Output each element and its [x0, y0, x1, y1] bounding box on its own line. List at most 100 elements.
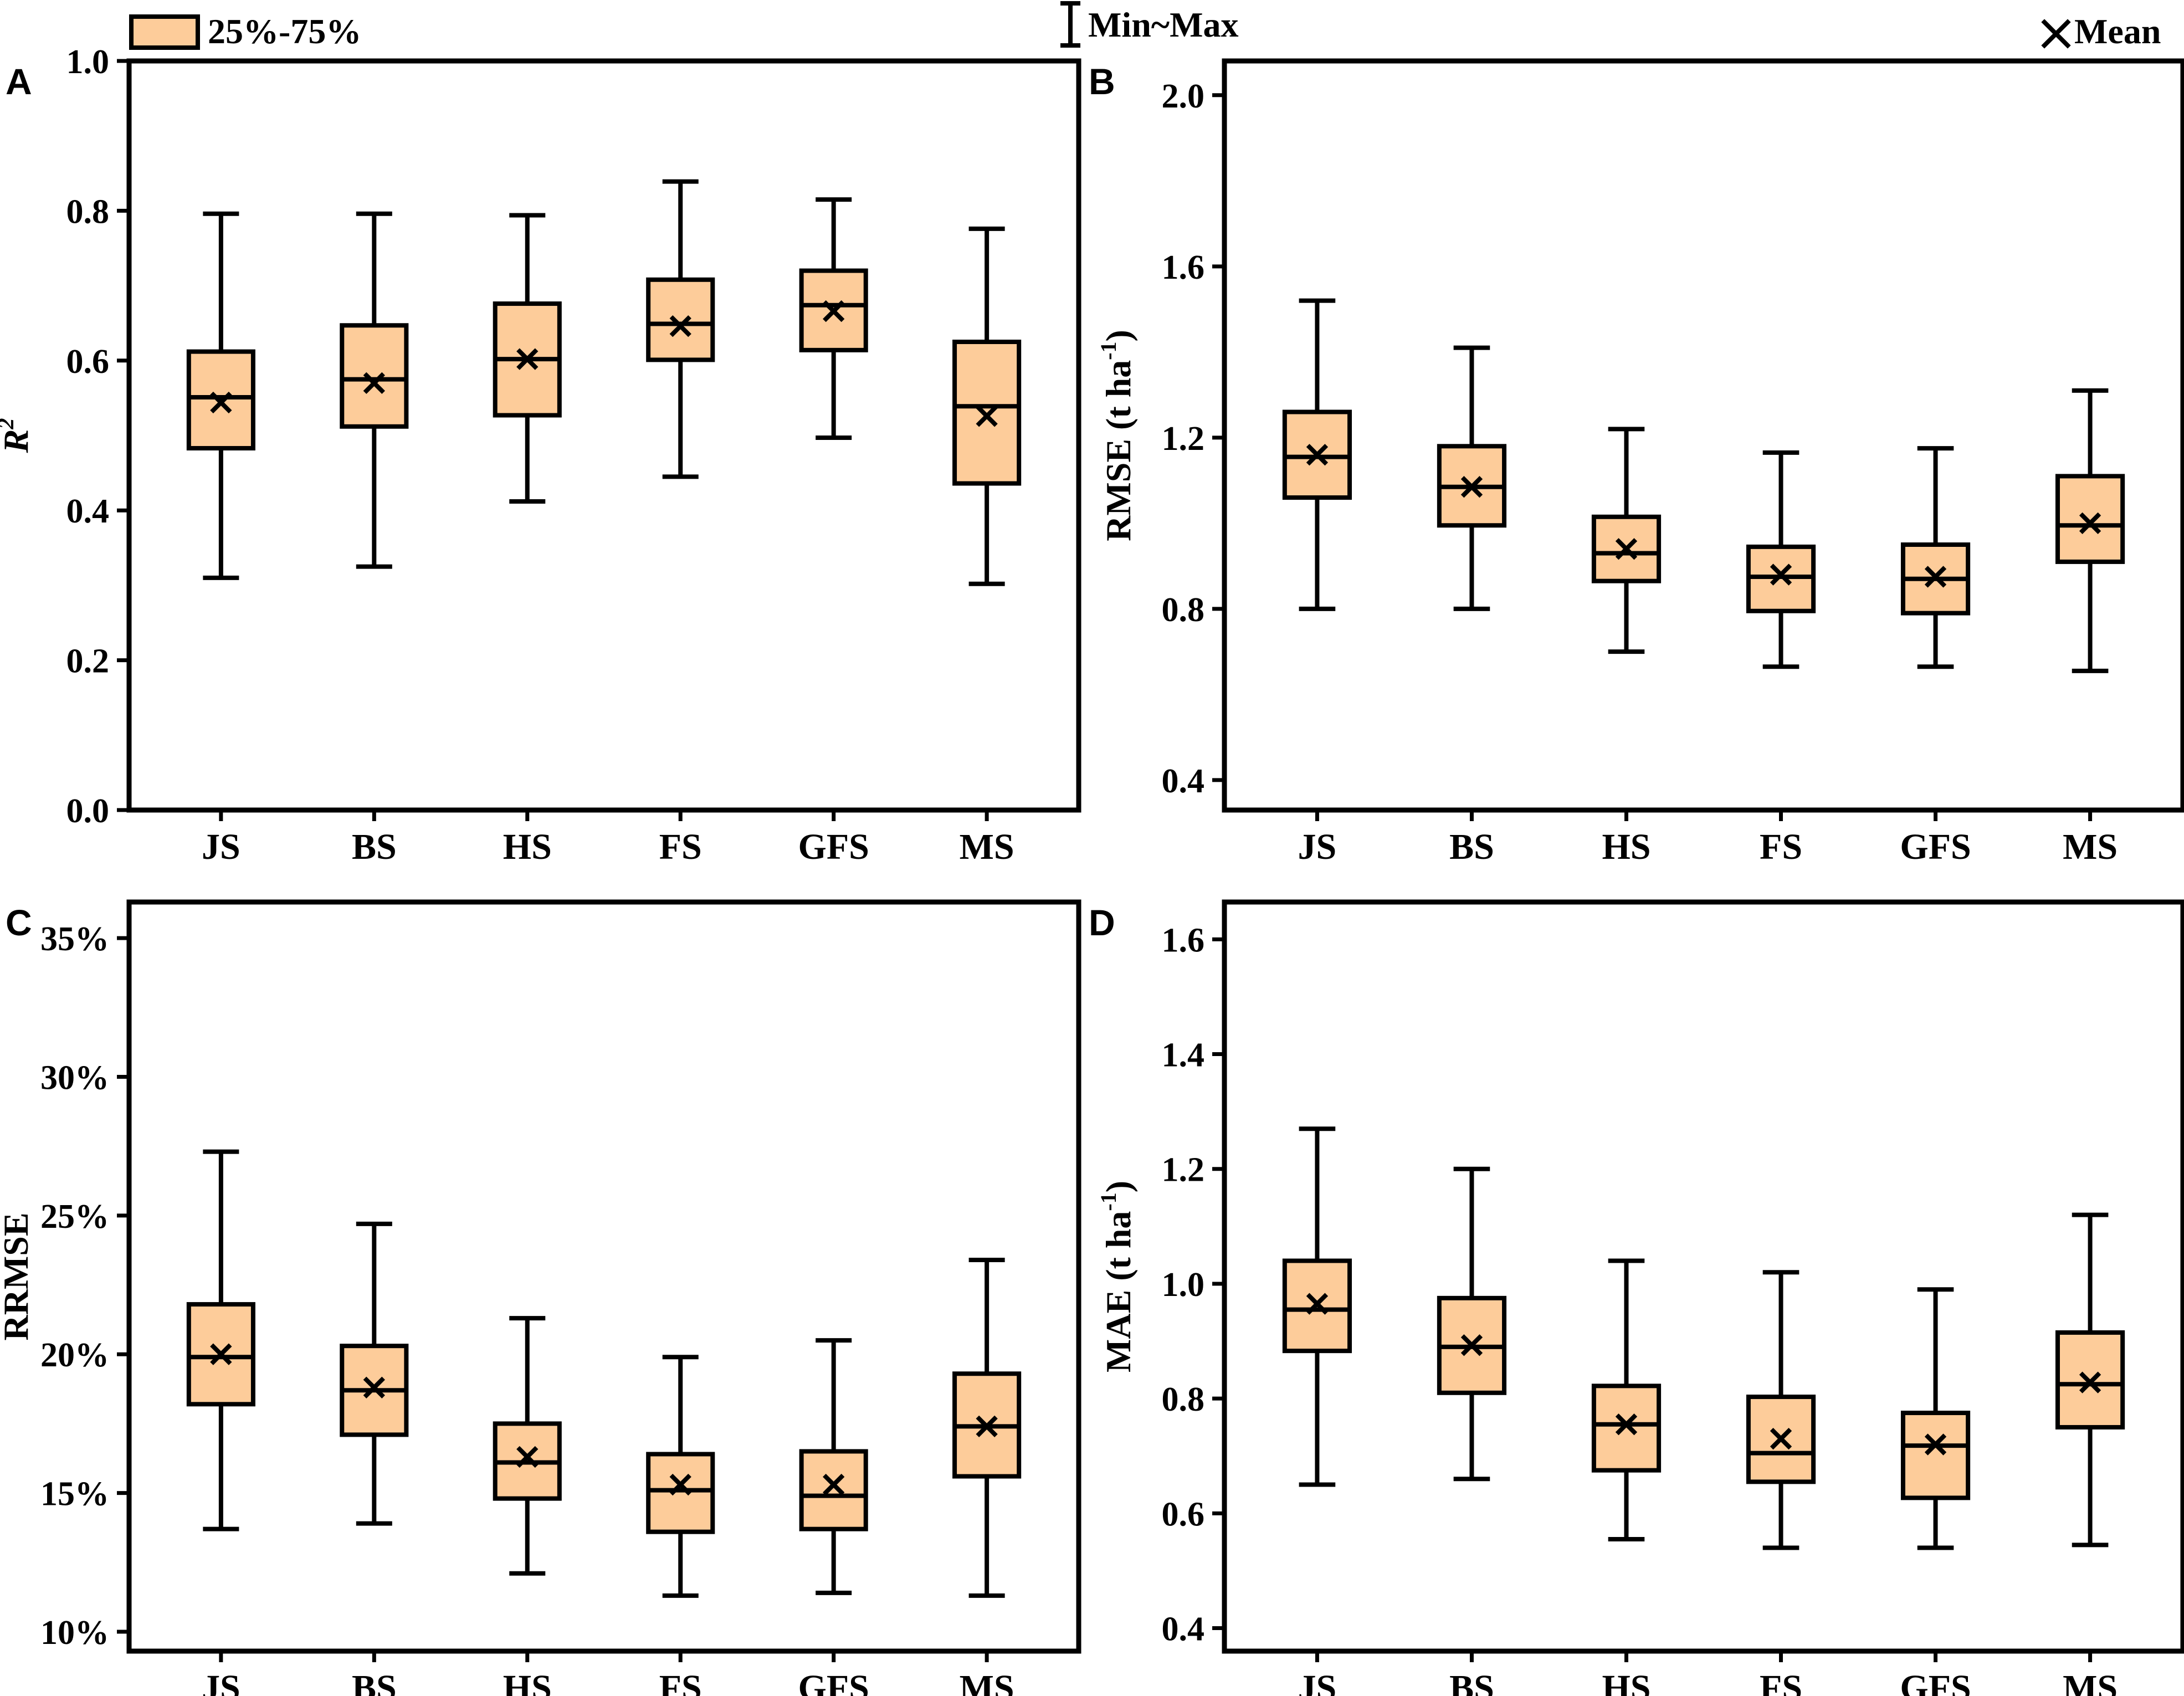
box-gfs: [1900, 1287, 1971, 1550]
y-tick-label: 30%: [40, 1059, 109, 1096]
panel-label: D: [1089, 902, 1115, 943]
x-tick-label: GFS: [798, 1668, 869, 1696]
y-tick-label: 2.0: [1162, 78, 1205, 115]
mean-marker: [516, 348, 539, 370]
x-tick-label: MS: [2063, 827, 2118, 867]
y-tick-label: 1.6: [1162, 921, 1205, 959]
x-tick-label: FS: [1760, 827, 1802, 867]
iqr-box: [646, 277, 715, 362]
box-js: [1282, 298, 1352, 611]
x-mark-icon: [2041, 19, 2071, 49]
x-tick-label: HS: [503, 827, 552, 867]
y-tick-label: 20%: [40, 1336, 109, 1374]
mean-marker: [516, 1446, 539, 1468]
y-tick-label: 0.8: [66, 193, 110, 230]
mean-marker: [363, 1376, 385, 1398]
box-hs: [493, 213, 562, 504]
x-tick-label: BS: [352, 1668, 397, 1696]
panel-label: C: [6, 902, 32, 943]
mean-marker: [976, 405, 998, 427]
mean-marker: [1306, 1293, 1329, 1315]
y-tick-label: 1.0: [1162, 1266, 1205, 1304]
iqr-box: [2055, 474, 2125, 564]
legend-mean-label: Mean: [2074, 12, 2161, 51]
x-tick-label: BS: [1449, 1668, 1494, 1696]
y-tick-label: 1.2: [1162, 420, 1205, 458]
x-tick-label: HS: [1602, 827, 1650, 867]
x-tick-label: MS: [2063, 1668, 2118, 1696]
panel-label: A: [6, 61, 32, 102]
mean-marker: [2079, 512, 2101, 535]
box-fs: [1746, 1270, 1816, 1550]
iqr-box: [646, 1452, 715, 1534]
y-tick-label: 0.6: [66, 343, 110, 381]
y-tick-label: 25%: [40, 1198, 109, 1236]
plot-frame: [126, 58, 1081, 813]
x-tick-label: GFS: [798, 827, 869, 867]
x-tick-label: JS: [202, 1668, 240, 1696]
mean-marker: [823, 1473, 845, 1496]
y-tick-label: 1.0: [66, 43, 110, 81]
box-gfs: [799, 197, 868, 440]
mean-marker: [976, 1415, 998, 1438]
x-tick-label: JS: [1298, 1668, 1337, 1696]
y-axis-label: RRMSE: [0, 1212, 35, 1340]
mean-marker: [1615, 538, 1638, 560]
box-ms: [2055, 1212, 2125, 1548]
x-tick-label: FS: [1760, 1668, 1802, 1696]
plot-frame: [1222, 58, 2184, 813]
y-tick-label: 10%: [40, 1614, 109, 1652]
plot-frame: [126, 899, 1081, 1654]
y-tick-label: 0.4: [1162, 762, 1205, 800]
mean-marker: [2079, 1371, 2101, 1393]
box-gfs: [799, 1338, 868, 1595]
range-bar-icon: [1060, 1, 1080, 48]
mean-marker: [1615, 1413, 1638, 1436]
box-js: [186, 1149, 255, 1531]
mean-marker: [1770, 1428, 1792, 1450]
panel-label: B: [1089, 61, 1115, 102]
box-gfs: [1900, 446, 1971, 669]
box-ms: [2055, 388, 2125, 673]
y-tick-label: 0.0: [66, 792, 110, 830]
y-tick-label: 0.4: [1162, 1611, 1205, 1648]
box-ms: [952, 1257, 1022, 1598]
plot-frame: [1222, 899, 2184, 1654]
mean-marker: [1460, 1334, 1483, 1356]
panel-a: A 0.0 0.2 0.4 0.6 0.8 1.0 R2 JS BS HS FS GFS MS: [0, 43, 1081, 867]
x-tick-label: HS: [503, 1668, 552, 1696]
x-tick-label: BS: [1449, 827, 1494, 867]
x-tick-label: HS: [1602, 1668, 1650, 1696]
box-fs: [646, 1355, 715, 1598]
x-tick-label: GFS: [1900, 1668, 1971, 1696]
box-ms: [952, 226, 1022, 586]
y-tick-label: 0.4: [66, 493, 110, 530]
mean-marker: [363, 372, 385, 394]
legend: 25%-75% Min~Max Mean: [129, 1, 2161, 51]
mean-marker: [1306, 444, 1329, 466]
iqr-box: [799, 1449, 868, 1531]
box-bs: [1437, 1166, 1507, 1482]
iqr-box: [1591, 1384, 1662, 1473]
box-js: [186, 211, 255, 580]
x-tick-label: MS: [960, 1668, 1014, 1696]
mean-marker: [669, 1473, 691, 1496]
mean-marker: [823, 300, 845, 322]
y-tick-label: 15%: [40, 1475, 109, 1513]
x-tick-label: GFS: [1900, 827, 1971, 867]
iqr-box: [340, 323, 409, 429]
box-bs: [340, 1221, 409, 1526]
x-tick-label: BS: [352, 827, 397, 867]
y-axis-label: MAE (t ha-1): [1096, 1181, 1138, 1372]
mean-marker: [210, 391, 232, 414]
x-tick-label: FS: [659, 1668, 702, 1696]
y-axis-label: RMSE (t ha-1): [1096, 330, 1138, 541]
iqr-box: [1746, 1395, 1816, 1484]
legend-box-swatch: [129, 14, 200, 50]
mean-marker: [1924, 1433, 1947, 1456]
box-bs: [340, 211, 409, 569]
y-tick-label: 35%: [40, 920, 109, 958]
mean-marker: [1460, 476, 1483, 498]
box-bs: [1437, 345, 1507, 611]
panel-b: B 0.4 0.8 1.2 1.6 2.0 RMSE (t ha-1) JS BS HS FS GFS…: [1089, 58, 2184, 867]
